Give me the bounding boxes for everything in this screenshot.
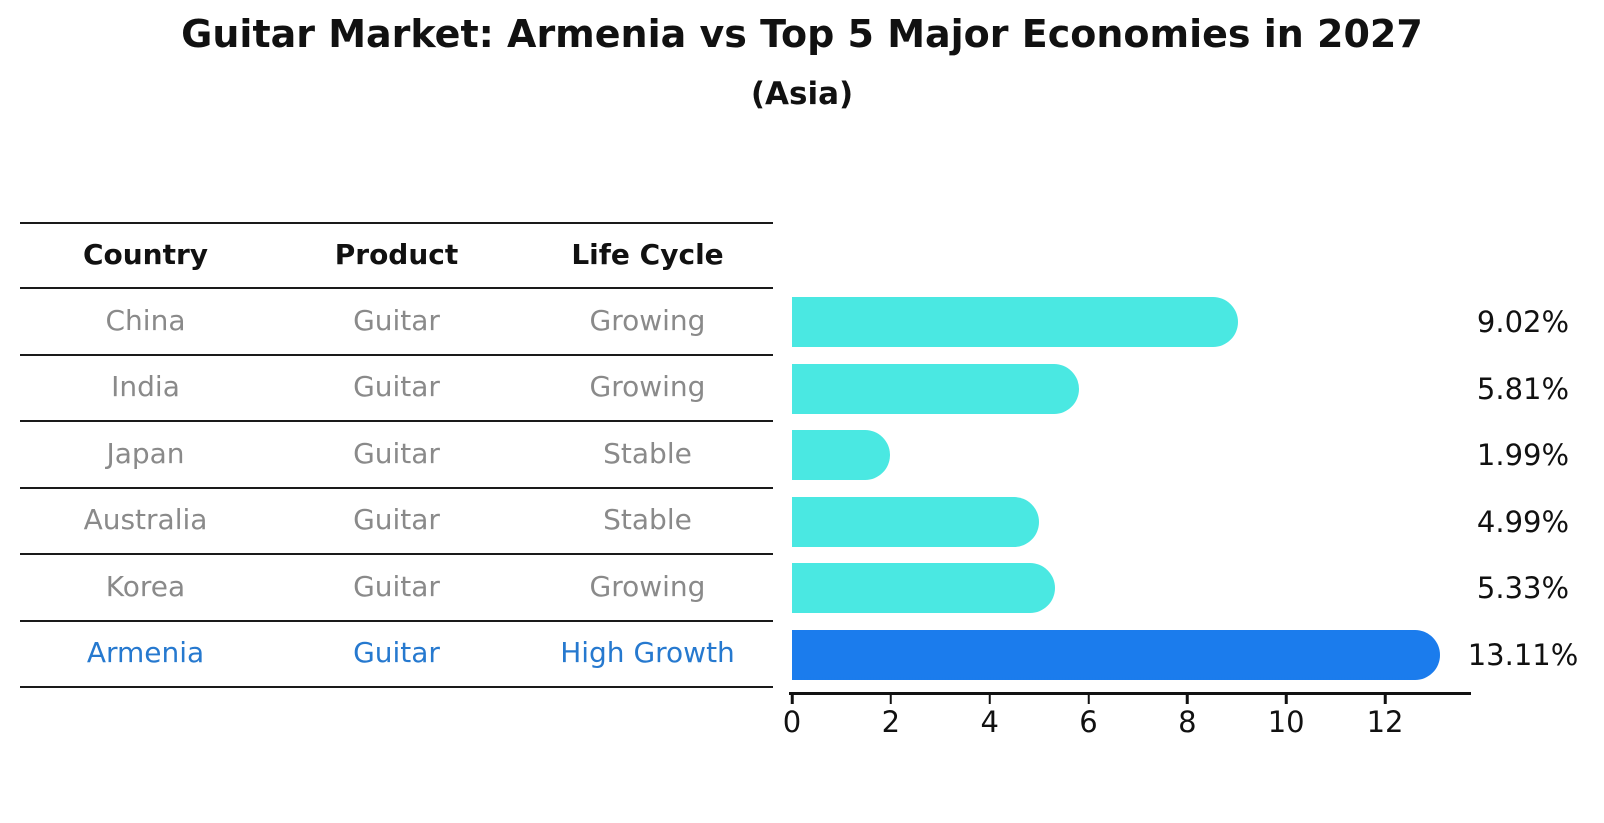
cell-life-cycle: Growing <box>589 370 706 404</box>
country-table: Country Product Life Cycle China Guitar Gr… <box>20 222 773 688</box>
chart-title: Guitar Market: Armenia vs Top 5 Major Ec… <box>181 12 1423 56</box>
bar-india <box>792 363 1080 414</box>
chart-subtitle: (Asia) <box>750 76 854 112</box>
cell-country: Australia <box>83 503 208 537</box>
value-label-korea: 5.33% <box>1476 571 1570 605</box>
cell-product: Guitar <box>353 569 440 603</box>
cell-product: Guitar <box>353 436 440 470</box>
cell-product: Guitar <box>353 636 440 670</box>
cell-life-cycle: Growing <box>589 303 706 337</box>
cell-product: Guitar <box>353 370 440 404</box>
cell-product: Guitar <box>353 503 440 537</box>
x-tick-mark <box>1383 694 1387 704</box>
x-tick-label: 10 <box>1267 705 1305 739</box>
cell-country: India <box>111 370 180 404</box>
table-header-row: Country Product Life Cycle <box>20 222 773 289</box>
cell-country: Armenia <box>86 636 205 670</box>
value-label-australia: 4.99% <box>1476 504 1570 539</box>
x-tick-label: 0 <box>782 705 802 739</box>
value-label-india: 5.81% <box>1476 371 1570 406</box>
bar-australia <box>792 496 1039 547</box>
table-row-india: India Guitar Growing <box>20 356 773 422</box>
table-row-australia: Australia Guitar Stable <box>20 489 773 555</box>
x-tick-label: 6 <box>1079 705 1098 739</box>
table-row-armenia: Armenia Guitar High Growth <box>20 622 773 688</box>
cell-life-cycle: Growing <box>589 569 706 603</box>
cell-life-cycle: Stable <box>603 436 692 470</box>
bar-japan <box>792 430 891 480</box>
cell-country: Korea <box>105 569 186 603</box>
bar-armenia <box>792 629 1440 680</box>
table-row-china: China Guitar Growing <box>20 289 773 356</box>
cell-country: China <box>105 303 186 337</box>
table-row-japan: Japan Guitar Stable <box>20 422 773 489</box>
x-axis-line <box>789 692 1471 695</box>
x-tick-mark <box>889 694 893 704</box>
bar-korea <box>792 563 1056 613</box>
value-label-japan: 1.99% <box>1476 438 1570 472</box>
value-label-china: 9.02% <box>1476 305 1570 339</box>
x-tick-label: 12 <box>1366 705 1404 739</box>
cell-product: Guitar <box>353 303 440 337</box>
x-tick-label: 4 <box>980 705 999 739</box>
table-body: China Guitar Growing India Guitar Growing Japa… <box>20 289 773 688</box>
value-label-armenia: 13.11% <box>1467 637 1579 672</box>
x-tick-mark <box>1284 694 1288 704</box>
x-tick-mark <box>1186 694 1189 704</box>
cell-life-cycle: High Growth <box>560 636 735 670</box>
x-tick-mark <box>790 694 794 704</box>
header-country: Country <box>82 238 209 272</box>
cell-life-cycle: Stable <box>603 503 692 537</box>
x-tick-label: 8 <box>1178 705 1197 739</box>
x-tick-mark <box>1087 694 1090 704</box>
cell-country: Japan <box>106 436 185 470</box>
header-life-cycle: Life Cycle <box>571 238 724 272</box>
x-tick-mark <box>988 694 991 704</box>
table-row-korea: Korea Guitar Growing <box>20 555 773 622</box>
bar-china <box>792 297 1238 347</box>
header-product: Product <box>334 238 459 272</box>
x-tick-label: 2 <box>881 705 901 739</box>
